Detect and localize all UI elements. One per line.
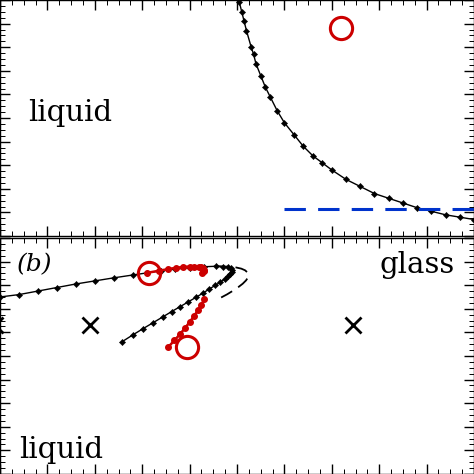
Text: liquid: liquid bbox=[28, 100, 112, 128]
Text: glass: glass bbox=[379, 251, 455, 279]
Text: liquid: liquid bbox=[19, 437, 103, 465]
Text: (b): (b) bbox=[17, 254, 52, 277]
